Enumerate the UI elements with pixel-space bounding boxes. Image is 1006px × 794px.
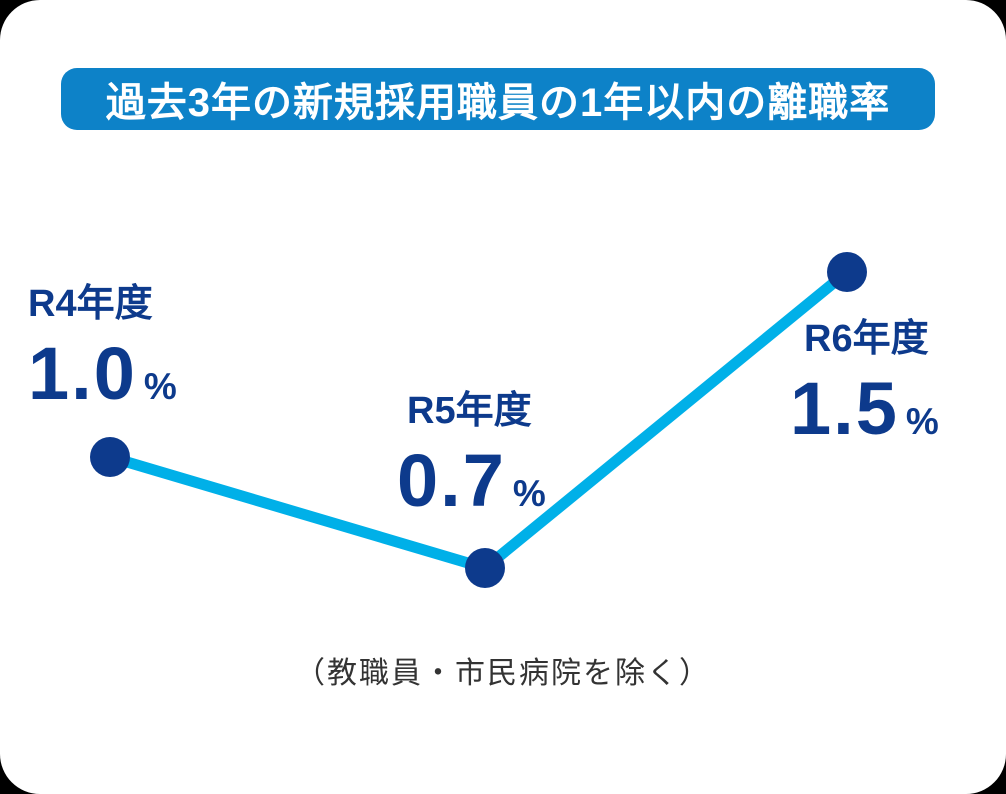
value-number: 0.7 <box>397 439 506 522</box>
footnote: （教職員・市民病院を除く） <box>295 657 711 690</box>
data-label-r4: R4年度 1.0% <box>28 285 177 411</box>
value-number: 1.5 <box>790 367 899 450</box>
value-label: 1.0% <box>28 337 177 411</box>
title-badge: 過去3年の新規採用職員の1年以内の離職率 <box>61 68 935 130</box>
value-unit: % <box>512 473 546 514</box>
category-label: R6年度 <box>804 318 929 360</box>
value-label: 0.7% <box>397 444 546 518</box>
category-label: R4年度 <box>28 283 153 325</box>
value-unit: % <box>905 401 939 442</box>
data-point-marker-R6年度 <box>827 252 867 292</box>
category-label: R5年度 <box>407 390 532 432</box>
value-number: 1.0 <box>28 332 137 415</box>
value-unit: % <box>143 366 177 407</box>
data-label-r5: R5年度 0.7% <box>397 392 546 518</box>
data-label-r6: R6年度 1.5% <box>790 320 939 446</box>
value-label: 1.5% <box>790 372 939 446</box>
data-point-marker-R4年度 <box>90 437 130 477</box>
data-point-marker-R5年度 <box>465 548 505 588</box>
page-title: 過去3年の新規採用職員の1年以内の離職率 <box>105 81 891 125</box>
